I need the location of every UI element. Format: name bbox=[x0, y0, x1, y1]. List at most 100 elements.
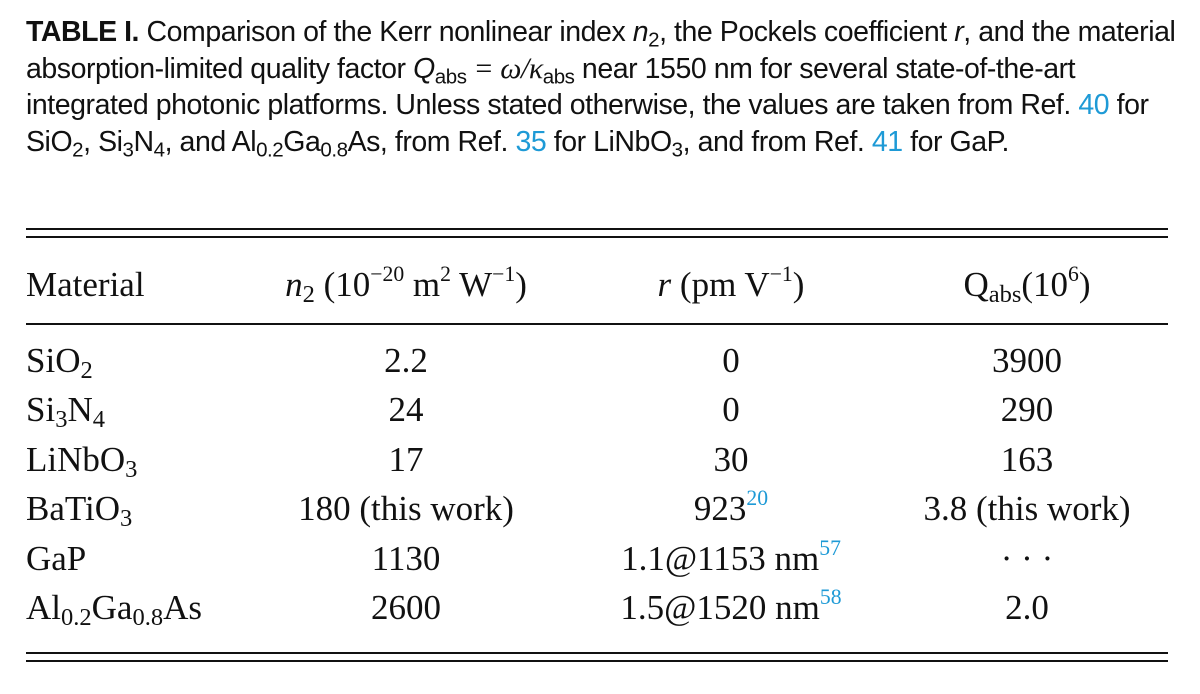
table-row: Al0.2Ga0.8As 2600 1.5@1520 nm58 2.0 bbox=[26, 584, 1168, 634]
header-q-exponent: 6 bbox=[1068, 261, 1079, 286]
table-header-row: Material n2 (10−20 m2 W−1) r (pm V−1) Qa… bbox=[26, 246, 1168, 324]
caption-text: N bbox=[133, 125, 155, 158]
cell-n2: 24 bbox=[388, 390, 424, 430]
caption-q-subscript: abs bbox=[434, 65, 467, 89]
cell-qabs: 290 bbox=[1000, 390, 1054, 430]
material-subscript: 0.2 bbox=[61, 604, 92, 632]
cell-r: 92320 bbox=[576, 485, 886, 535]
caption-n-subscript: 2 bbox=[648, 28, 660, 52]
cell-n2: 17 bbox=[388, 439, 424, 479]
material-name: LiNbO bbox=[26, 439, 126, 479]
r-value: 30 bbox=[713, 439, 749, 479]
cell-n2: 180 (this work) bbox=[298, 489, 514, 529]
cell-n2: 1130 bbox=[371, 538, 441, 578]
header-n2-unit: (10 bbox=[314, 265, 371, 304]
caption-text: , and from Ref. bbox=[682, 125, 872, 158]
table-row: BaTiO3 180 (this work) 92320 3.8 (this work… bbox=[26, 485, 1168, 535]
caption-text: for GaP. bbox=[902, 125, 1009, 158]
material-name: N bbox=[67, 390, 93, 430]
caption-q-symbol: Q bbox=[413, 52, 435, 85]
caption-kappa-subscript: abs bbox=[542, 65, 575, 89]
header-rule bbox=[26, 323, 1168, 325]
caption-text: , Si bbox=[83, 125, 123, 158]
header-q-unit: ) bbox=[1078, 265, 1091, 304]
caption-subscript: 0.2 bbox=[256, 138, 284, 162]
material-subscript: 3 bbox=[125, 455, 138, 483]
cell-r: 1.1@1153 nm57 bbox=[576, 534, 886, 584]
header-n2-unit: W bbox=[451, 265, 493, 304]
caption-text: Comparison of the Kerr nonlinear index bbox=[139, 16, 633, 48]
r-value: 1.5@1520 nm bbox=[620, 588, 820, 628]
cell-r: 0 bbox=[576, 386, 886, 436]
table-row: SiO2 2.2 0 3900 bbox=[26, 324, 1168, 386]
r-reference-link[interactable]: 20 bbox=[746, 486, 769, 511]
top-rule bbox=[26, 228, 1168, 230]
header-material: Material bbox=[26, 265, 145, 304]
ref-link-41[interactable]: 41 bbox=[871, 125, 903, 158]
header-r: r (pm V−1) bbox=[576, 246, 886, 324]
header-n2-unit: ) bbox=[515, 265, 527, 304]
material-subscript: 3 bbox=[55, 406, 68, 434]
caption-n-symbol: n bbox=[632, 16, 649, 48]
cell-qabs: 163 bbox=[1000, 439, 1054, 479]
header-q-subscript: abs bbox=[988, 281, 1022, 309]
cell-r: 30 bbox=[576, 435, 886, 485]
material-subscript: 0.8 bbox=[132, 604, 164, 632]
table-label: TABLE I. bbox=[26, 16, 140, 48]
caption-text: for LiNbO bbox=[546, 125, 672, 158]
r-reference-link[interactable]: 57 bbox=[819, 535, 841, 560]
r-value: 923 bbox=[693, 489, 747, 529]
caption-subscript: 4 bbox=[153, 138, 165, 162]
caption-subscript: 0.8 bbox=[320, 138, 348, 162]
caption-text: Ga bbox=[283, 125, 321, 158]
r-value: 0 bbox=[722, 340, 740, 380]
header-q-unit: (10 bbox=[1021, 265, 1069, 304]
material-name: Ga bbox=[91, 588, 133, 628]
header-r-unit: ) bbox=[792, 265, 805, 304]
cell-qabs: 2.0 bbox=[1005, 588, 1049, 628]
bottom-rule bbox=[26, 652, 1168, 654]
header-n2-exponent: −1 bbox=[492, 261, 516, 286]
table-row: Si3N4 24 0 290 bbox=[26, 386, 1168, 436]
caption-equation: = ω/κ bbox=[466, 51, 544, 85]
material-name: As bbox=[163, 588, 202, 628]
caption-text: , the Pockels coefficient bbox=[659, 16, 955, 48]
caption-text: As, from Ref. bbox=[347, 125, 516, 158]
r-value: 0 bbox=[722, 390, 740, 430]
material-name: Al bbox=[26, 588, 61, 628]
r-value: 1.1@1153 nm bbox=[621, 538, 820, 578]
table-row: LiNbO3 17 30 163 bbox=[26, 435, 1168, 485]
cell-material: BaTiO3 bbox=[26, 485, 236, 535]
top-rule-double bbox=[26, 236, 1168, 238]
cell-material: SiO2 bbox=[26, 324, 236, 386]
header-q-symbol: Q bbox=[963, 265, 989, 304]
cell-material: Al0.2Ga0.8As bbox=[26, 584, 236, 634]
bottom-rule-double bbox=[26, 660, 1168, 662]
material-name: GaP bbox=[26, 538, 87, 578]
material-subscript: 4 bbox=[92, 406, 105, 434]
ref-link-40[interactable]: 40 bbox=[1078, 89, 1110, 121]
caption-text: for SiO bbox=[26, 89, 1149, 158]
header-r-exponent: −1 bbox=[769, 261, 793, 286]
caption-text: , and Al bbox=[164, 125, 257, 158]
cell-material: GaP bbox=[26, 534, 236, 584]
comparison-table: Material n2 (10−20 m2 W−1) r (pm V−1) Qa… bbox=[26, 246, 1168, 633]
cell-qabs: 3900 bbox=[992, 340, 1062, 380]
material-name: Si bbox=[26, 390, 56, 430]
caption-text: near 1550 nm for several state-of-the-ar… bbox=[26, 52, 1079, 122]
cell-qabs: · · · bbox=[1000, 538, 1054, 578]
r-reference-link[interactable]: 58 bbox=[819, 585, 842, 610]
header-n2-exponent: −20 bbox=[370, 261, 405, 286]
header-n2-symbol: n bbox=[285, 265, 303, 304]
header-n2-unit: m bbox=[404, 265, 441, 304]
cell-qabs: 3.8 (this work) bbox=[923, 489, 1131, 529]
header-n2-exponent: 2 bbox=[440, 261, 451, 286]
cell-n2: 2600 bbox=[371, 588, 441, 628]
cell-material: Si3N4 bbox=[26, 386, 236, 436]
caption-text: , and the material absorption-limited qu… bbox=[26, 16, 1176, 85]
cell-material: LiNbO3 bbox=[26, 435, 236, 485]
material-subscript: 3 bbox=[120, 505, 133, 533]
ref-link-35[interactable]: 35 bbox=[515, 125, 547, 158]
cell-r: 1.5@1520 nm58 bbox=[576, 584, 886, 634]
caption-subscript: 3 bbox=[671, 138, 683, 162]
